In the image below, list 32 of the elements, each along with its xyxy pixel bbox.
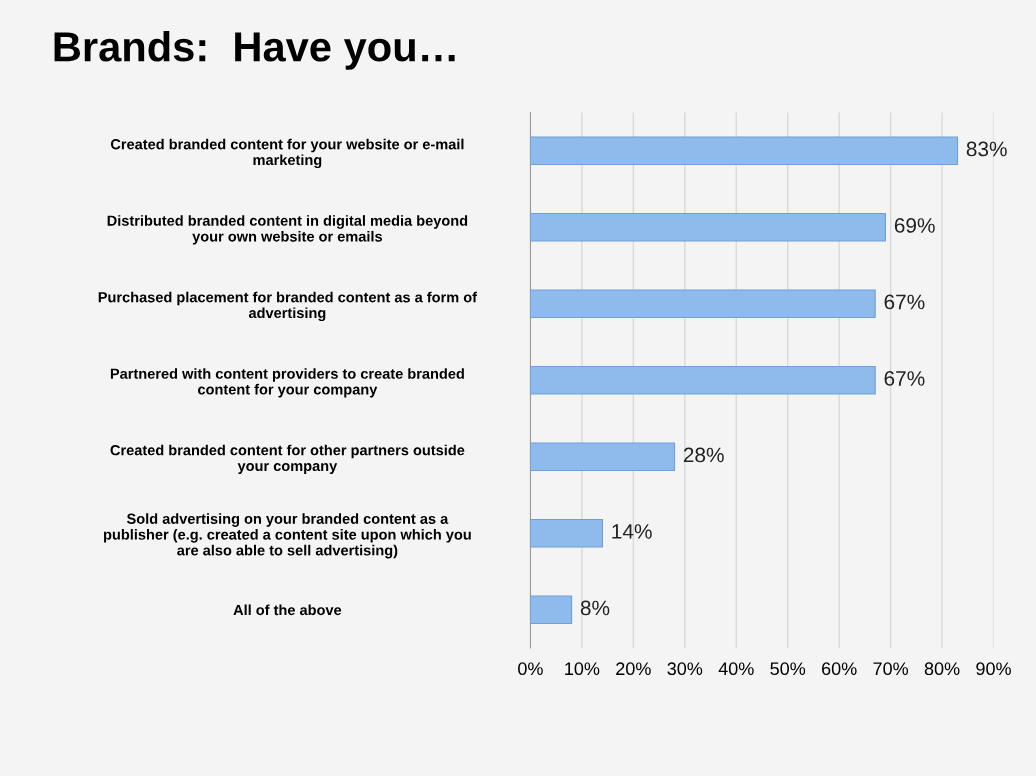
x-tick-label: 90% <box>976 662 1011 676</box>
data-label: 28% <box>683 447 724 463</box>
data-label: 67% <box>884 294 925 310</box>
bar <box>530 365 876 395</box>
y-tick-label: All of the above <box>233 604 342 616</box>
y-tick-label: Distributed branded content in digital media beyond your own website or emails <box>107 215 468 245</box>
x-tick-label: 40% <box>718 662 754 676</box>
data-label: 69% <box>894 218 935 233</box>
x-tick-label: 20% <box>616 662 651 676</box>
x-tick-label: 70% <box>873 662 909 676</box>
y-tick-label: Partnered with content providers to create branded content for your company <box>110 368 464 398</box>
x-tick-label: 0% <box>518 662 543 676</box>
x-tick-label: 30% <box>667 662 703 676</box>
data-label: 14% <box>612 524 652 539</box>
bar <box>530 518 604 548</box>
bar <box>530 595 573 625</box>
data-label: 8% <box>580 600 610 616</box>
x-tick-label: 60% <box>822 662 857 676</box>
bar <box>530 212 887 242</box>
x-tick-label: 50% <box>770 662 806 676</box>
bar <box>530 289 876 319</box>
bar <box>530 442 676 472</box>
bar <box>530 136 959 166</box>
x-tick-label: 80% <box>924 662 960 676</box>
chart-title: Brands: Have you… <box>54 31 455 70</box>
x-tick-label: 10% <box>565 662 600 676</box>
y-tick-label: Sold advertising on your branded content as a publisher (e.g. created a content site upon which you are also able to sell advertising) <box>104 513 471 559</box>
y-tick-label: Purchased placement for branded content as a form of advertising <box>98 291 478 322</box>
y-tick-label: Created branded content for other partners outside your company <box>110 444 465 474</box>
data-label: 67% <box>884 371 925 386</box>
data-label: 83% <box>966 141 1007 157</box>
y-tick-label: Created branded content for your website or e-mail marketing <box>110 138 464 169</box>
